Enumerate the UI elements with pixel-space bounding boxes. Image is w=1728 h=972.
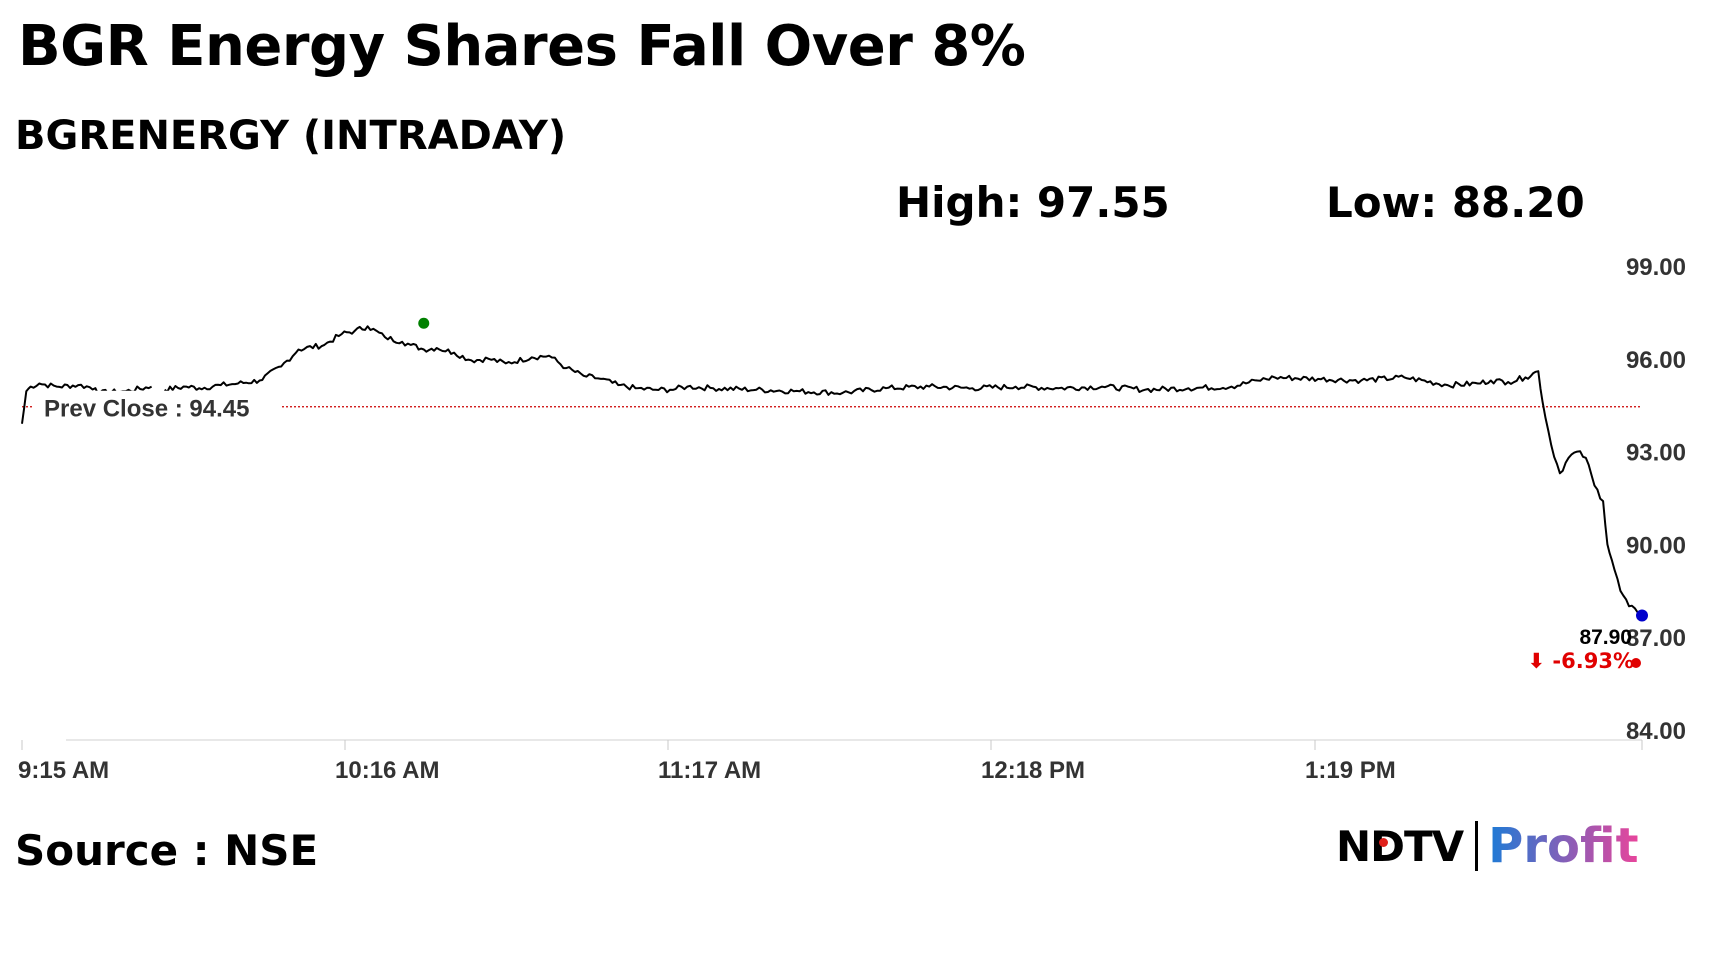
- x-tick-label: 11:17 AM: [658, 757, 761, 784]
- prev-close-label: Prev Close : 94.45: [44, 396, 249, 423]
- x-tick-label: 1:19 PM: [1305, 757, 1396, 784]
- prev-close-label-bg: [34, 390, 282, 423]
- x-tick-label: 12:18 PM: [981, 757, 1085, 784]
- last-price-marker: [1636, 609, 1648, 622]
- y-tick-label: 96.00: [1626, 347, 1686, 374]
- change-label: ⬇ -6.93%: [1528, 649, 1634, 673]
- ndtv-profit-logo: NDTV Profit: [1336, 818, 1639, 874]
- low-value: Low: 88.20: [1326, 178, 1585, 227]
- change-marker: [1631, 658, 1641, 668]
- y-tick-label: 90.00: [1626, 532, 1686, 559]
- logo-separator: [1475, 821, 1479, 871]
- chart-headline: BGR Energy Shares Fall Over 8%: [18, 14, 1026, 79]
- x-tick-label: 10:16 AM: [335, 757, 439, 784]
- logo-ndtv-text: NDTV: [1336, 821, 1464, 871]
- logo-profit-text: Profit: [1488, 818, 1639, 874]
- logo-red-dot: [1379, 838, 1388, 847]
- y-tick-label: 87.00: [1626, 625, 1686, 652]
- x-tick-label: 9:15 AM: [18, 757, 109, 784]
- y-tick-label: 99.00: [1626, 254, 1686, 281]
- high-marker: [418, 317, 430, 329]
- y-tick-label: 84.00: [1626, 718, 1686, 745]
- y-tick-label: 93.00: [1626, 440, 1686, 467]
- high-value: High: 97.55: [896, 178, 1170, 227]
- chart-subtitle: BGRENERGY (INTRADAY): [15, 113, 567, 159]
- last-price-label: 87.90: [1579, 626, 1632, 649]
- price-line: [21, 325, 1642, 617]
- source-label: Source : NSE: [15, 826, 319, 875]
